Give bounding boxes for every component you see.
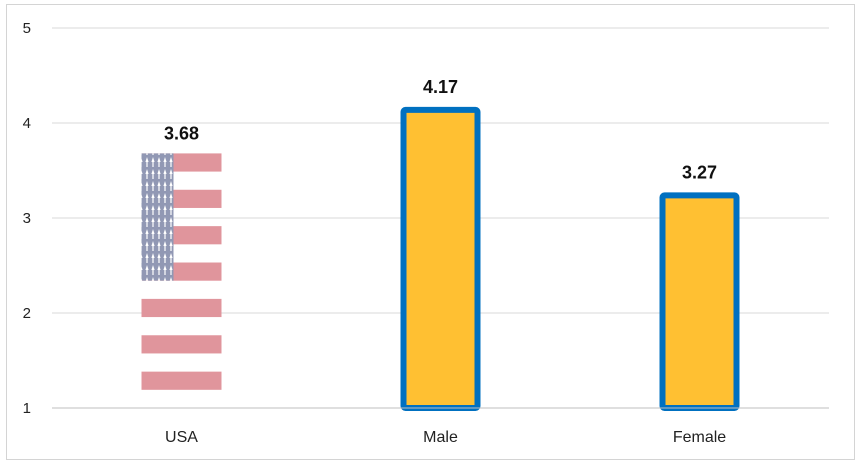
y-tick-label-1: 1 [23, 400, 31, 417]
data-labels: 3.68 4.17 3.27 [164, 77, 717, 183]
x-axis: USA Male Female [52, 407, 829, 446]
y-axis: 1 2 3 4 5 [23, 20, 31, 417]
x-tick-label-male: Male [423, 429, 458, 446]
bar-male [400, 106, 481, 411]
bar-usa [141, 153, 222, 390]
data-label-male: 4.17 [423, 77, 458, 97]
x-tick-label-usa: USA [165, 429, 198, 446]
flag-stripe [141, 298, 222, 318]
flag-stripe [141, 335, 222, 354]
bars [141, 106, 740, 411]
y-tick-label-3: 3 [23, 210, 31, 227]
flag-stripe [141, 371, 222, 390]
flag-canton [141, 153, 174, 281]
x-tick-label-female: Female [673, 429, 726, 446]
bar-female [659, 192, 740, 411]
y-tick-label-2: 2 [23, 305, 31, 322]
data-label-female: 3.27 [682, 162, 717, 182]
data-label-usa: 3.68 [164, 123, 199, 143]
y-tick-label-4: 4 [23, 115, 31, 132]
y-tick-label-5: 5 [23, 20, 31, 37]
